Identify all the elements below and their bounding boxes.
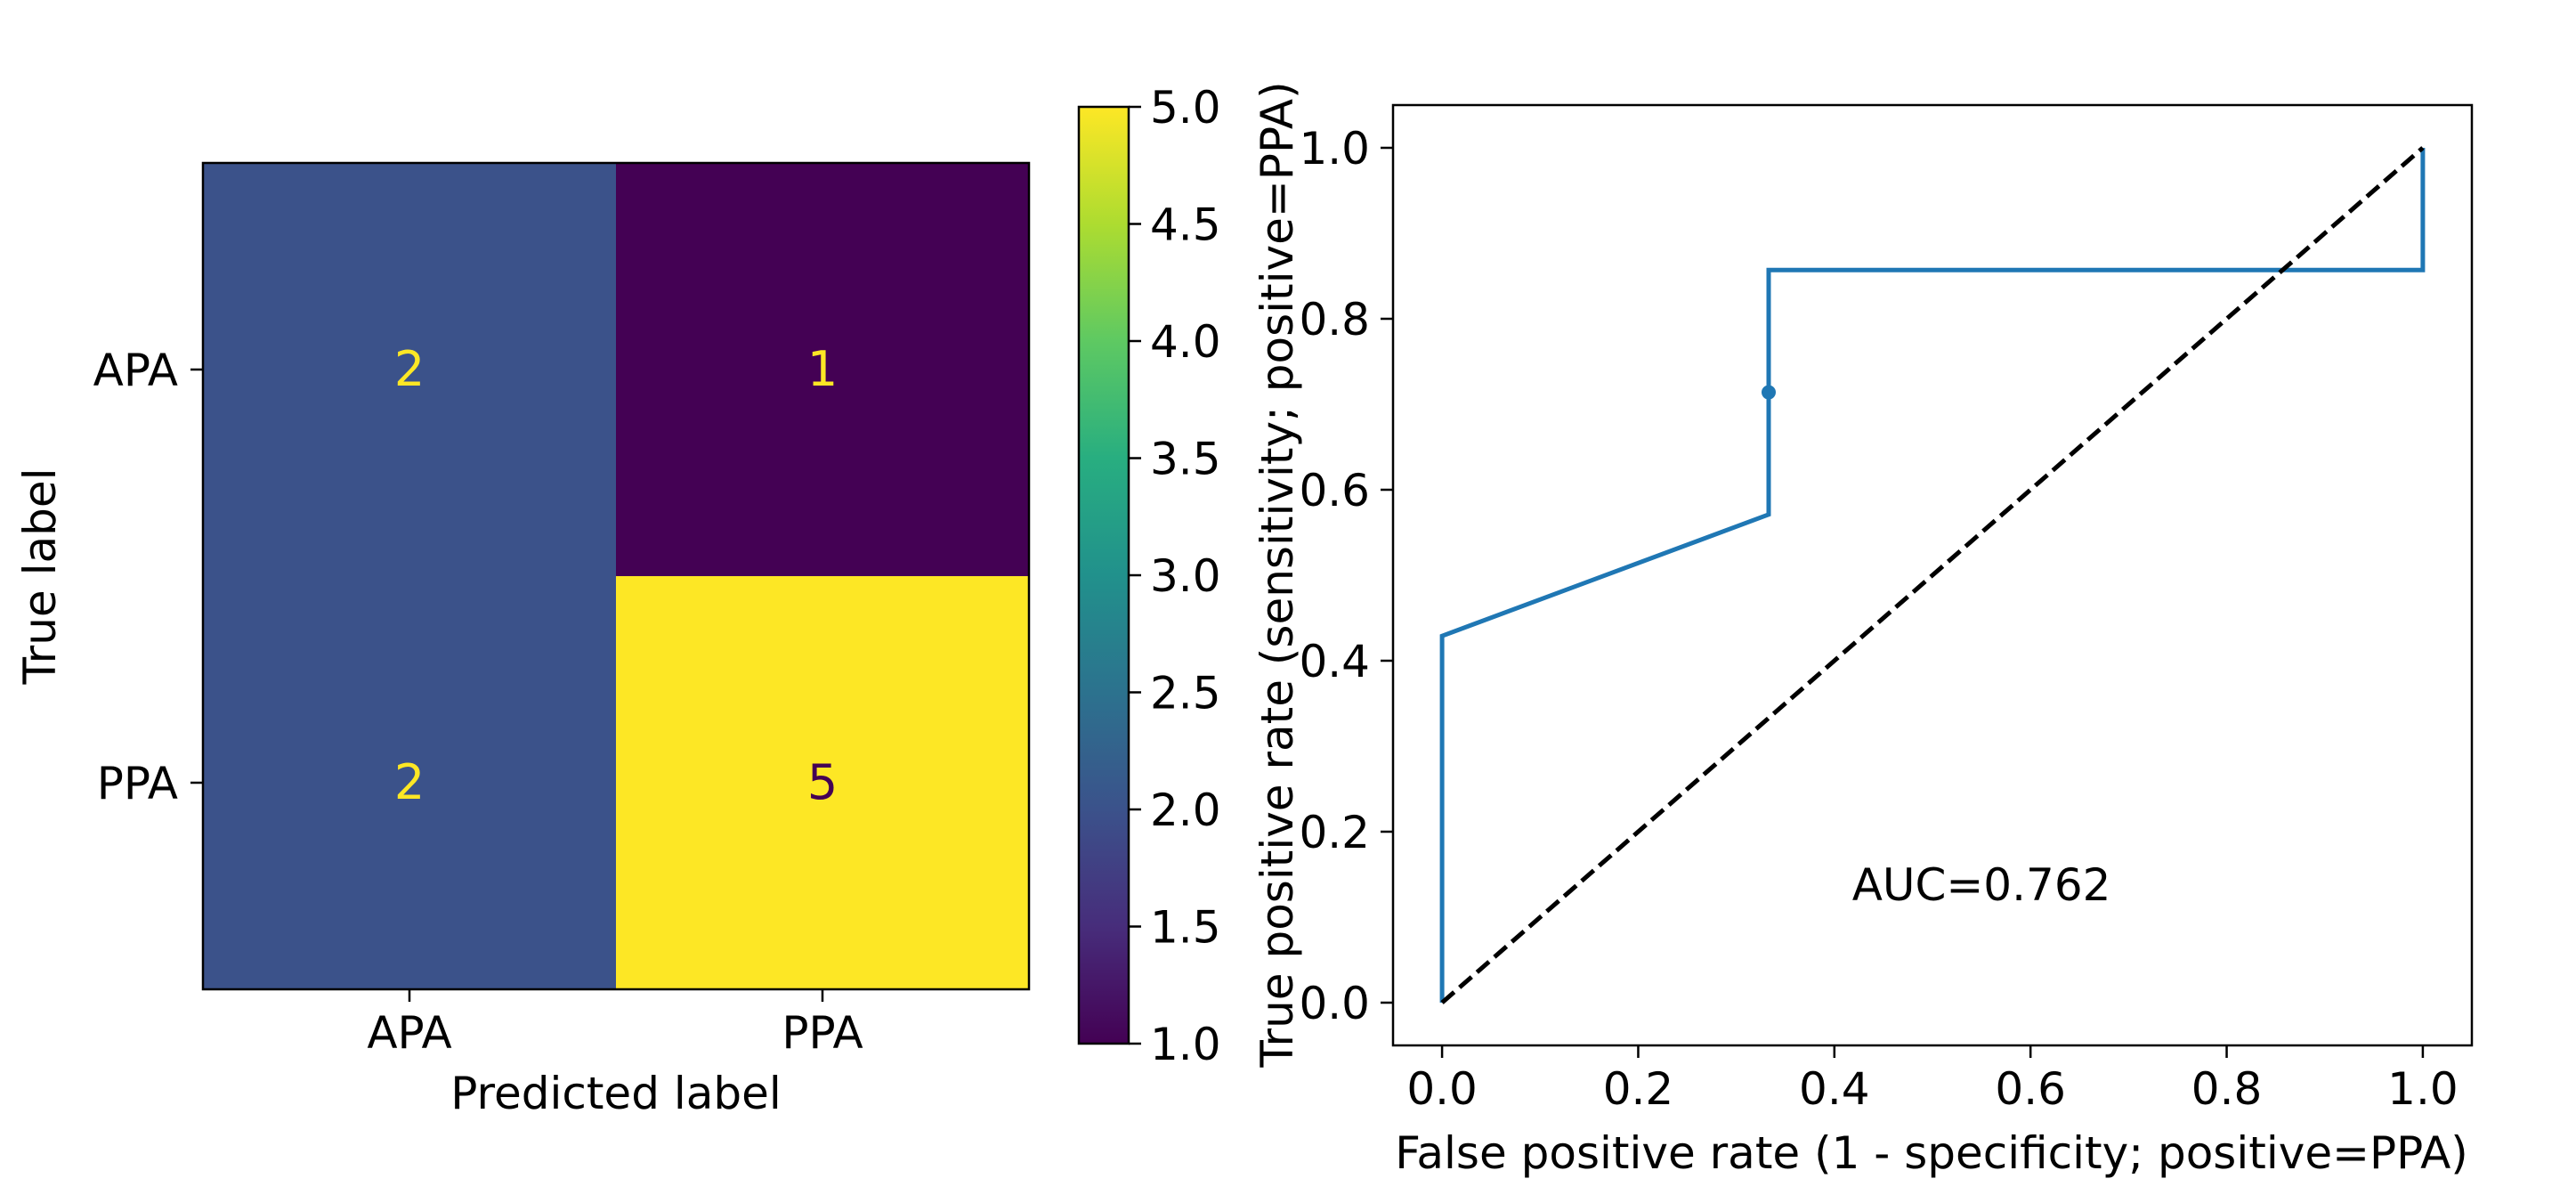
x-tick-label: 0.0 — [1406, 1063, 1478, 1115]
roc-y-ticks: 0.0 0.2 0.4 0.6 0.8 1.0 — [1299, 123, 1393, 1029]
x-tick-label: 1.0 — [2387, 1063, 2459, 1115]
confusion-cell — [203, 163, 617, 577]
y-tick-label: 0.6 — [1299, 465, 1370, 516]
x-tick-label: 0.4 — [1799, 1063, 1870, 1115]
colorbar-ticks: 1.0 1.5 2.0 2.5 3.0 3.5 4.0 4.5 5.0 — [1129, 82, 1221, 1070]
confusion-matrix-cells — [203, 163, 1030, 990]
colorbar-tick-label: 2.5 — [1150, 668, 1221, 719]
colorbar-tick-label: 4.0 — [1150, 316, 1221, 368]
roc-auc-annotation: AUC=0.762 — [1852, 859, 2111, 911]
confusion-matrix-row-ticks: APA PPA — [93, 345, 203, 809]
y-tick-label: 0.4 — [1299, 636, 1370, 687]
colorbar-gradient — [1077, 105, 1130, 1045]
confusion-matrix-panel: 2 1 2 5 APA PPA APA PPA Predicted label True … — [14, 161, 1031, 1119]
confusion-matrix-frame — [201, 161, 1031, 991]
chance-diagonal-line — [1440, 146, 2425, 1004]
confusion-cell-value: 2 — [394, 341, 425, 397]
confusion-cell-value: 2 — [394, 754, 425, 810]
roc-ylabel: True positive rate (sensitivity; positiv… — [1252, 81, 1303, 1068]
roc-x-ticks: 0.0 0.2 0.4 0.6 0.8 1.0 — [1406, 1045, 2459, 1115]
colorbar-tick-label: 3.5 — [1150, 434, 1221, 485]
x-tick-label: 0.2 — [1603, 1063, 1674, 1115]
colorbar: 1.0 1.5 2.0 2.5 3.0 3.5 4.0 4.5 5.0 — [1077, 82, 1221, 1070]
row-tick-label: APA — [93, 345, 178, 396]
y-tick-label: 1.0 — [1299, 123, 1370, 175]
col-tick-label: APA — [367, 1007, 451, 1059]
colorbar-tick-label: 1.0 — [1150, 1019, 1221, 1070]
colorbar-tick-label: 3.0 — [1150, 550, 1221, 602]
y-tick-label: 0.8 — [1299, 294, 1370, 345]
confusion-cell-value: 1 — [807, 341, 838, 397]
confusion-cell — [203, 576, 617, 990]
confusion-matrix-col-ticks: APA PPA — [367, 989, 863, 1059]
colorbar-tick-label: 1.5 — [1150, 902, 1221, 954]
y-tick-label: 0.2 — [1299, 807, 1370, 858]
roc-xlabel: False positive rate (1 - specificity; po… — [1395, 1127, 2468, 1179]
colorbar-tick-label: 2.0 — [1150, 784, 1221, 836]
colorbar-tick-label: 5.0 — [1150, 82, 1221, 134]
confusion-cell — [616, 576, 1030, 990]
roc-series-group — [1439, 146, 2426, 1004]
row-tick-label: PPA — [97, 758, 178, 809]
y-tick-label: 0.0 — [1299, 978, 1370, 1029]
col-tick-label: PPA — [782, 1007, 863, 1059]
colorbar-tick-label: 4.5 — [1150, 199, 1221, 251]
operating-point-marker — [1761, 385, 1776, 400]
confusion-cell — [616, 163, 1030, 577]
confusion-matrix-ylabel: True label — [14, 467, 66, 685]
x-tick-label: 0.8 — [2191, 1063, 2263, 1115]
confusion-cell-value: 5 — [807, 754, 838, 810]
x-tick-label: 0.6 — [1995, 1063, 2066, 1115]
confusion-matrix-cell-labels: 2 1 2 5 — [394, 341, 838, 810]
roc-panel: 0.0 0.2 0.4 0.6 0.8 1.0 0.0 0.2 0.4 0.6 0.8 1.0 AU… — [1252, 81, 2474, 1179]
confusion-matrix-xlabel: Predicted label — [450, 1068, 782, 1119]
